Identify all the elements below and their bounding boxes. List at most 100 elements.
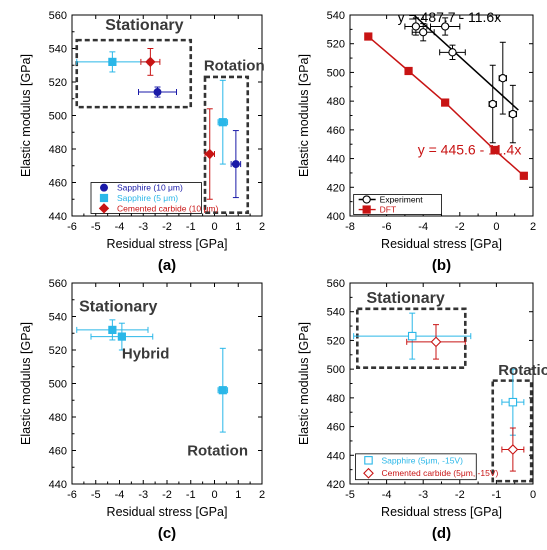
x-tick-label: -2	[455, 221, 465, 233]
y-tick-label: 520	[327, 335, 345, 347]
x-tick-label: -3	[138, 221, 148, 233]
series	[140, 48, 215, 200]
series	[138, 86, 242, 199]
y-tick-label: 420	[327, 182, 345, 194]
annotation: Stationary	[79, 298, 157, 315]
data-point	[218, 118, 227, 127]
data-point	[117, 332, 126, 341]
x-tick-label: 0	[530, 489, 536, 501]
legend-label: Sapphire (5 μm)	[117, 193, 178, 203]
y-tick-label: 440	[327, 450, 345, 462]
legend-label: Sapphire (5μm, -15V)	[381, 455, 463, 465]
x-axis-label: Residual stress [GPa]	[107, 237, 228, 251]
legend-marker	[362, 195, 371, 204]
y-tick-label: 500	[327, 67, 345, 79]
fit-line	[413, 14, 519, 111]
x-tick-label: 2	[259, 221, 265, 233]
panel-b: -8 -6 -4 -2 0 2 400 420 440 460 480 500 520 540 Residu…	[297, 9, 536, 274]
x-tick-label: -6	[67, 221, 77, 233]
data-point	[411, 22, 421, 31]
y-tick-label: 480	[49, 412, 67, 424]
x-tick-label: -5	[91, 221, 101, 233]
data-point	[153, 88, 162, 97]
data-point	[145, 56, 156, 68]
series	[76, 319, 229, 433]
y-tick-label: 460	[49, 178, 67, 190]
legend-marker	[362, 205, 371, 214]
region-box	[356, 307, 467, 370]
series	[353, 312, 525, 436]
legend: Sapphire (5μm, -15V) Cemented carbide (5μ…	[355, 453, 499, 481]
annotation: Rotation	[187, 443, 248, 460]
x-tick-label: -4	[382, 489, 392, 501]
x-tick-label: -1	[186, 489, 196, 501]
y-tick-label: 460	[49, 446, 67, 458]
legend: Sapphire (10 μm)Sapphire (5 μm)Cemented …	[90, 182, 218, 214]
y-tick-label: 540	[49, 312, 67, 324]
y-tick-label: 540	[49, 44, 67, 56]
x-tick-label: -5	[345, 489, 355, 501]
y-tick-label: 500	[49, 379, 67, 391]
data-point	[364, 32, 373, 41]
y-tick-label: 400	[327, 211, 345, 223]
x-axis-label: Residual stress [GPa]	[381, 505, 502, 519]
legend-marker	[99, 193, 109, 203]
series	[404, 14, 519, 144]
data-point	[488, 99, 497, 109]
x-tick-label: -2	[455, 489, 465, 501]
data-point	[508, 397, 518, 407]
data-point	[108, 325, 117, 335]
annotation: Stationary	[105, 17, 183, 34]
panel-label: (d)	[432, 525, 451, 542]
x-axis-label: Residual stress [GPa]	[381, 237, 502, 251]
legend-box	[355, 453, 477, 481]
x-tick-label: -3	[418, 489, 428, 501]
x-tick-label: -2	[162, 489, 172, 501]
x-axis-label: Residual stress [GPa]	[107, 505, 228, 519]
annotation: y = 487.7 - 11.6x	[398, 9, 502, 25]
data-point	[441, 98, 450, 107]
legend-box	[90, 182, 202, 214]
y-axis-label: Elastic modulus [GPa]	[297, 322, 311, 445]
data-point	[448, 48, 457, 57]
y-tick-label: 540	[327, 307, 345, 319]
y-tick-label: 540	[327, 10, 345, 22]
panel-label: (a)	[158, 257, 176, 274]
data-point	[507, 444, 519, 455]
legend-marker	[363, 467, 374, 479]
data-point	[430, 336, 442, 348]
series	[406, 324, 525, 472]
y-tick-label: 480	[327, 393, 345, 405]
x-tick-label: 1	[235, 221, 241, 233]
y-tick-label: 560	[49, 278, 67, 290]
x-tick-label: 0	[211, 221, 217, 233]
y-tick-label: 560	[327, 278, 345, 290]
y-tick-label: 520	[49, 345, 67, 357]
y-tick-label: 460	[327, 422, 345, 434]
annotation: y = 445.6 - 11.4x	[418, 141, 522, 157]
legend-label: DFT	[380, 205, 397, 215]
annotation: Stationary	[366, 290, 444, 307]
x-tick-label: 1	[235, 489, 241, 501]
x-tick-label: -2	[162, 221, 172, 233]
x-tick-label: -4	[115, 489, 125, 501]
y-tick-label: 440	[49, 211, 67, 223]
x-tick-label: -1	[186, 221, 196, 233]
y-axis-label: Elastic modulus [GPa]	[19, 322, 33, 445]
panel-d: -5 -4 -3 -2 -1 0 420 440 460 480 500 520 540 560 Resid…	[297, 278, 547, 542]
data-point	[498, 74, 507, 83]
x-tick-label: -5	[91, 489, 101, 501]
panel-label: (b)	[432, 257, 451, 274]
data-point	[108, 57, 117, 67]
y-tick-label: 440	[49, 479, 67, 491]
y-tick-label: 480	[327, 96, 345, 108]
region-box	[75, 38, 193, 109]
data-point	[404, 66, 413, 76]
panel-label: (c)	[158, 525, 176, 542]
x-tick-label: 0	[211, 489, 217, 501]
legend-label: Sapphire (10 μm)	[117, 183, 183, 193]
y-tick-label: 420	[327, 479, 345, 491]
data-point	[519, 171, 528, 180]
